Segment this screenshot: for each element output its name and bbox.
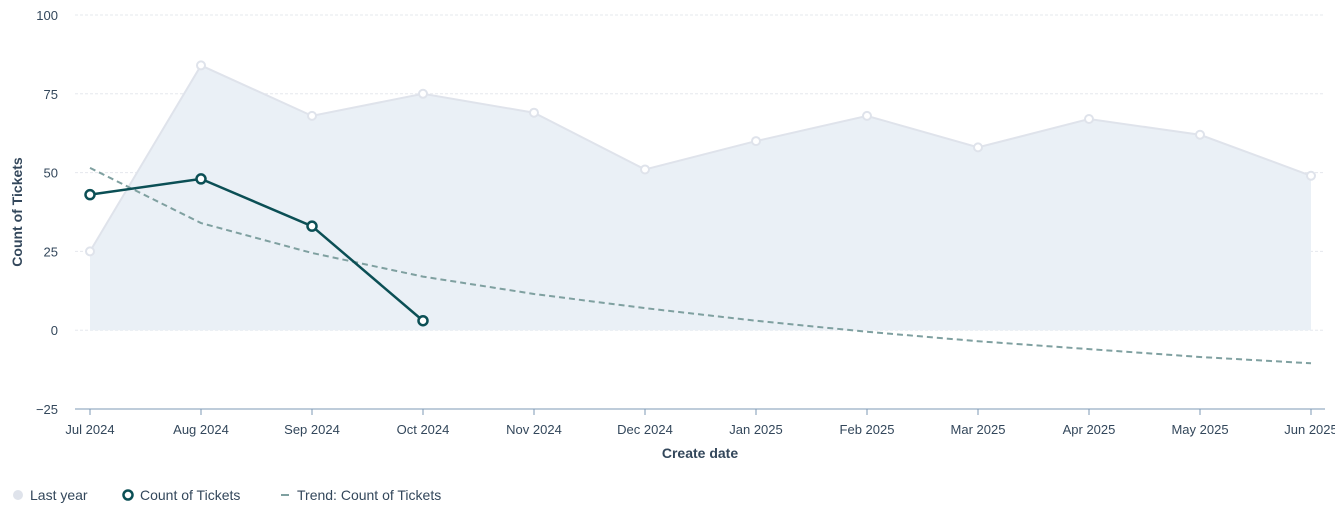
legend: Last year Count of Tickets Trend: Count … (13, 487, 441, 503)
last-year-point[interactable] (1306, 170, 1316, 181)
trend-path (89, 166, 1312, 365)
count-path (89, 177, 424, 322)
count-point[interactable] (417, 314, 429, 327)
legend-label-last-year: Last year (30, 487, 88, 503)
count-point[interactable] (306, 220, 318, 232)
y-tick-label: 25 (44, 244, 58, 259)
y-tick-label: 50 (44, 166, 58, 181)
legend-item-count-of-tickets[interactable]: Count of Tickets (122, 487, 241, 503)
legend-swatch-count-of-tickets (122, 489, 134, 501)
y-axis-title: Count of Tickets (9, 157, 25, 267)
last-year-point[interactable] (196, 60, 206, 71)
x-tick-label: Dec 2024 (617, 422, 673, 437)
last-year-point[interactable] (862, 110, 872, 121)
x-axis-title: Create date (662, 445, 738, 461)
x-tick-label: Aug 2024 (173, 422, 229, 437)
legend-item-last-year[interactable]: Last year (13, 487, 88, 503)
count-point[interactable] (84, 188, 96, 201)
last-year-area (85, 60, 1316, 331)
last-year-point[interactable] (751, 136, 761, 147)
last-year-point[interactable] (1084, 114, 1094, 125)
x-tick-label: Jul 2024 (65, 422, 114, 437)
last-year-point[interactable] (1195, 129, 1205, 140)
trend-line (89, 166, 1312, 365)
x-tick-label: Jun 2025 (1284, 422, 1335, 437)
x-tick-label: Mar 2025 (951, 422, 1006, 437)
x-tick-label: Nov 2024 (506, 422, 562, 437)
y-tick-label: −25 (36, 402, 58, 417)
legend-label-trend: Trend: Count of Tickets (297, 487, 441, 503)
x-tick-labels: Jul 2024 Aug 2024 Sep 2024 Oct 2024 Nov 2024… (65, 422, 1335, 437)
last-year-point[interactable] (973, 142, 983, 153)
count-point[interactable] (195, 173, 207, 185)
last-year-point[interactable] (307, 110, 317, 121)
last-year-point[interactable] (529, 107, 539, 118)
last-year-point[interactable] (640, 164, 650, 175)
legend-swatch-last-year (13, 490, 23, 500)
x-tick-label: May 2025 (1171, 422, 1228, 437)
last-year-point[interactable] (85, 246, 95, 257)
x-tick-label: Feb 2025 (840, 422, 895, 437)
x-tick-label: Jan 2025 (729, 422, 783, 437)
last-year-point[interactable] (418, 88, 428, 99)
legend-label-count-of-tickets: Count of Tickets (140, 487, 240, 503)
x-tick-label: Apr 2025 (1063, 422, 1116, 437)
y-tick-label: 75 (44, 87, 58, 102)
y-tick-label: 0 (51, 323, 58, 338)
x-tick-label: Sep 2024 (284, 422, 340, 437)
x-tick-label: Oct 2024 (397, 422, 450, 437)
y-tick-labels: 100 75 50 25 0 −25 (36, 8, 58, 417)
axes (75, 408, 1325, 415)
legend-item-trend[interactable]: Trend: Count of Tickets (281, 487, 441, 503)
count-line (84, 173, 429, 327)
last-year-line (89, 64, 1312, 252)
last-year-area-fill (90, 65, 1311, 331)
y-tick-label: 100 (36, 8, 58, 23)
